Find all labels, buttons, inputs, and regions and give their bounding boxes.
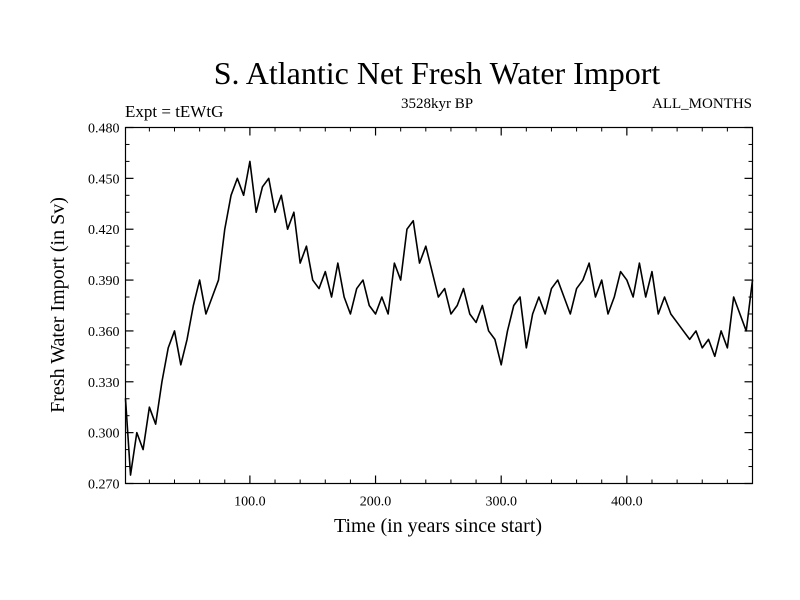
chart-subtitle-right: ALL_MONTHS (652, 96, 752, 112)
y-axis-ticks (125, 126, 753, 485)
y-tick-label: 0.360 (88, 325, 120, 340)
y-tick-label: 0.390 (88, 274, 120, 289)
x-tick-label: 100.0 (234, 495, 266, 510)
series-line (124, 160, 754, 476)
chart-subtitle-left: Expt = tEWtG (125, 102, 223, 121)
x-axis-tick-labels: 100.0 200.0 300.0 400.0 (234, 495, 642, 510)
y-tick-label: 0.270 (88, 478, 120, 493)
x-tick-label: 200.0 (360, 495, 392, 510)
y-tick-label: 0.300 (88, 427, 120, 442)
chart-title: S. Atlantic Net Fresh Water Import (214, 55, 661, 91)
x-axis-label: Time (in years since start) (334, 515, 542, 537)
x-tick-label: 400.0 (611, 495, 643, 510)
y-tick-label: 0.450 (88, 172, 120, 187)
chart-subtitle-center: 3528kyr BP (401, 96, 473, 112)
y-axis-tick-labels: 0.270 0.300 0.330 0.360 0.390 0.420 0.450 0.480 (88, 122, 120, 493)
y-tick-label: 0.480 (88, 122, 120, 137)
y-axis-label: Fresh Water Import (in Sv) (47, 197, 69, 413)
x-tick-label: 300.0 (485, 495, 517, 510)
plot-frame (124, 126, 754, 485)
y-tick-label: 0.420 (88, 223, 120, 238)
x-axis-ticks (148, 127, 728, 484)
y-tick-label: 0.330 (88, 376, 120, 391)
